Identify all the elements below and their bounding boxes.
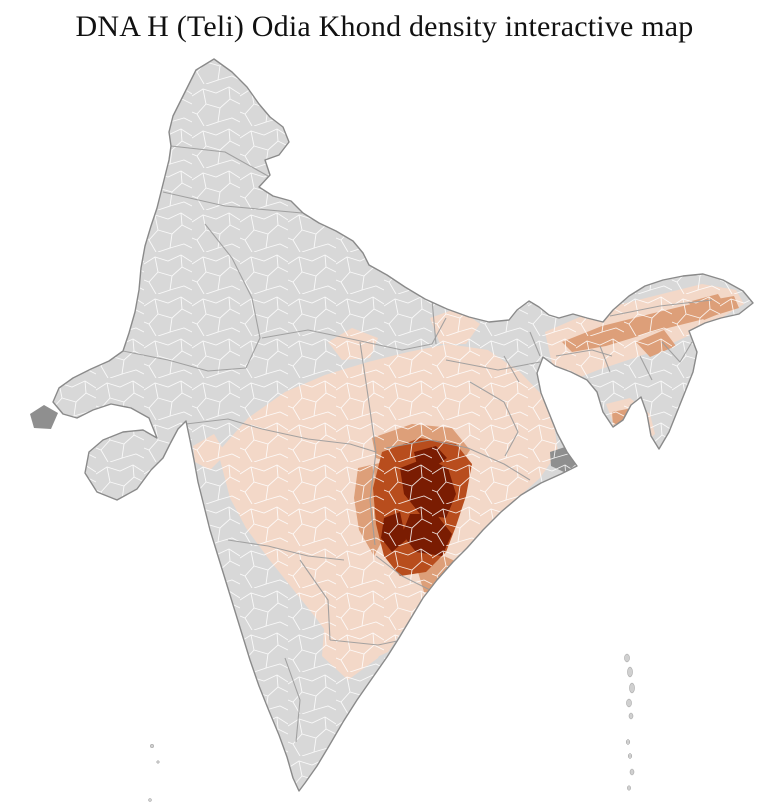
island-dot[interactable] [627, 666, 633, 678]
page-title: DNA H (Teli) Odia Khond density interact… [75, 10, 694, 43]
island-dot[interactable] [627, 753, 633, 759]
kutch-west-district[interactable] [30, 405, 58, 429]
lakshadweep-islands[interactable] [148, 743, 160, 802]
island-dot[interactable] [629, 682, 635, 694]
island-dot[interactable] [626, 698, 632, 708]
andaman-nicobar-islands[interactable] [624, 653, 635, 791]
island-dot[interactable] [156, 760, 160, 764]
india-outline [52, 58, 754, 792]
district-boundaries-mesh [53, 59, 753, 791]
island-dot[interactable] [629, 768, 635, 776]
state-boundaries [122, 145, 713, 743]
island-dot[interactable] [628, 712, 634, 720]
island-dot[interactable] [624, 653, 630, 663]
island-dot[interactable] [149, 743, 155, 749]
island-dot[interactable] [627, 785, 631, 791]
island-dot[interactable] [625, 739, 631, 745]
island-dot[interactable] [148, 798, 152, 802]
